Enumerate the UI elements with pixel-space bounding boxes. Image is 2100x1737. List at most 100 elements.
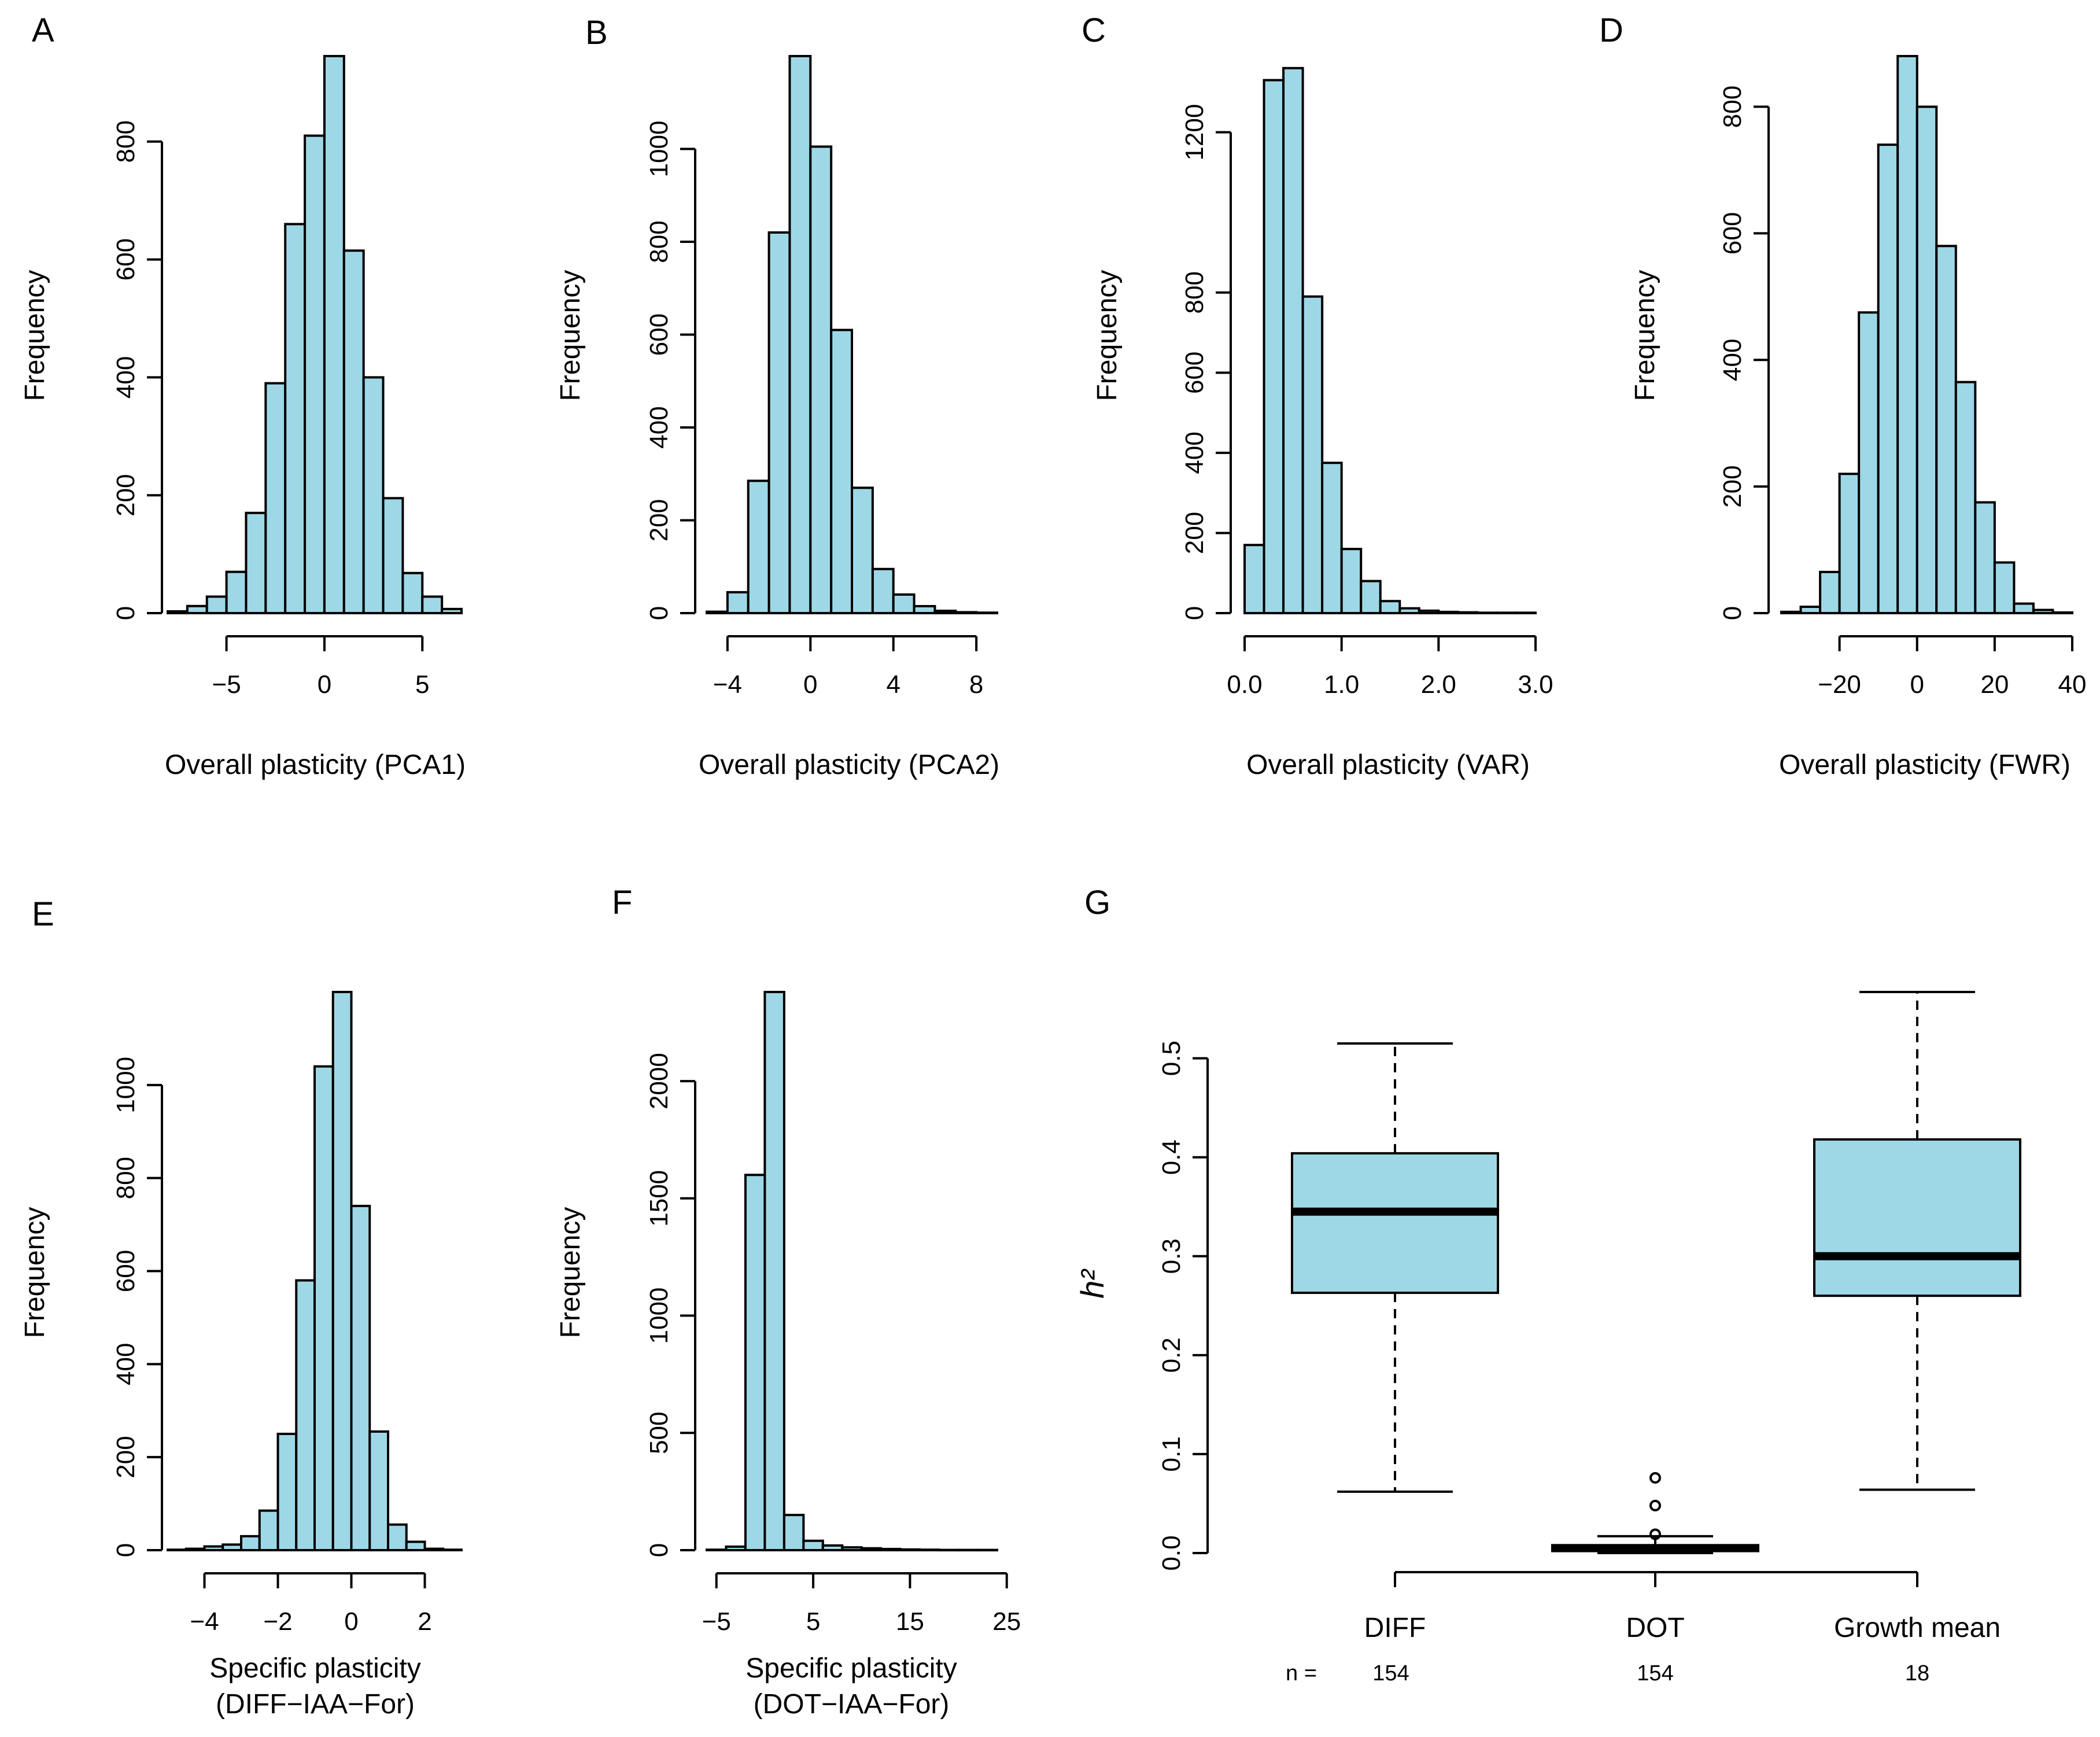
- panel-letter: E: [32, 895, 54, 933]
- y-tick-label: 0: [1180, 606, 1209, 620]
- y-tick-label: 0: [645, 1543, 673, 1557]
- histogram-bar: [225, 570, 248, 615]
- histogram-bar: [706, 610, 729, 615]
- panel-letter: C: [1082, 12, 1106, 49]
- y-tick-label: 200: [112, 1436, 140, 1478]
- histogram-bar: [401, 571, 424, 615]
- x-tick-label: −4: [713, 670, 742, 699]
- histogram-bar: [313, 1065, 334, 1551]
- y-tick-label: 600: [112, 1250, 140, 1292]
- histogram-bar: [240, 1535, 261, 1551]
- y-tick-label: 500: [645, 1412, 673, 1454]
- histogram-bar: [1916, 105, 1938, 614]
- x-tick-label: 0: [344, 1607, 358, 1636]
- histogram-bar: [258, 1509, 279, 1551]
- y-tick-label: 0.5: [1157, 1041, 1186, 1076]
- y-tick-label: 400: [1718, 339, 1747, 381]
- histogram-bar: [1780, 610, 1802, 615]
- histogram-bar: [830, 329, 853, 614]
- y-axis-title: Frequency: [20, 270, 50, 401]
- histogram-bar: [1360, 580, 1382, 615]
- y-tick-label: 0.4: [1157, 1139, 1186, 1175]
- x-tick-label: −5: [702, 1607, 731, 1636]
- x-tick-label: 8: [969, 670, 983, 699]
- histogram-bar: [913, 604, 936, 615]
- histogram-bar: [405, 1540, 426, 1551]
- y-tick-label: 800: [645, 220, 673, 263]
- x-tick-label: 2.0: [1421, 670, 1456, 699]
- y-tick-label: 1000: [645, 1288, 673, 1344]
- y-tick-label: 1000: [112, 1057, 140, 1113]
- histogram-bar: [957, 1548, 979, 1552]
- y-axis-title: h²: [1074, 1268, 1110, 1299]
- y-axis-title: Frequency: [20, 1207, 50, 1338]
- histogram-bar: [362, 376, 385, 615]
- histogram-bar: [788, 55, 812, 614]
- histogram-bar: [421, 595, 444, 615]
- y-tick-label: 0: [112, 606, 140, 620]
- histogram-bar: [933, 609, 957, 615]
- panel-letter: G: [1084, 884, 1110, 921]
- histogram-bar: [441, 607, 463, 615]
- histogram-bar: [423, 1547, 445, 1551]
- histogram-bar: [860, 1547, 883, 1552]
- outlier-point: [1649, 1472, 1661, 1484]
- histogram-bar: [871, 567, 895, 615]
- y-tick-label: 200: [645, 499, 673, 541]
- x-tick-label: 0.0: [1227, 670, 1262, 699]
- x-tick-label: 20: [1980, 670, 2009, 699]
- histogram-bar: [725, 1545, 747, 1551]
- histogram-bar: [350, 1204, 371, 1552]
- histogram-bar: [892, 593, 916, 615]
- x-tick-label: −2: [263, 1607, 292, 1636]
- y-tick-label: 1200: [1180, 104, 1209, 161]
- x-axis-title: Overall plasticity (VAR): [1246, 750, 1530, 780]
- histogram-bar: [1799, 606, 1822, 614]
- panel-letter: B: [585, 14, 608, 51]
- x-tick-label: 25: [992, 1607, 1021, 1636]
- histogram-bar: [1974, 501, 1996, 614]
- histogram-bar: [342, 249, 365, 614]
- histogram-bar: [382, 497, 404, 614]
- histogram-bar: [2013, 602, 2035, 614]
- category-label: Growth mean: [1834, 1613, 2001, 1643]
- histogram-bar: [186, 604, 208, 615]
- outlier-point: [1649, 1528, 1661, 1540]
- histogram-bar: [264, 382, 287, 614]
- histogram-bar: [203, 1545, 224, 1551]
- histogram-bar: [938, 1548, 960, 1552]
- y-tick-label: 1500: [645, 1170, 673, 1227]
- histogram-bar: [1243, 544, 1265, 614]
- histogram-bar: [1301, 295, 1324, 614]
- histogram-bar: [1282, 67, 1304, 614]
- histogram-bar: [1819, 570, 1841, 615]
- x-tick-label: 40: [2058, 670, 2087, 699]
- y-axis-title: Frequency: [1630, 270, 1660, 401]
- histogram-bar: [821, 1544, 844, 1552]
- histogram-bar: [841, 1546, 863, 1552]
- y-tick-label: 0: [112, 1543, 140, 1557]
- histogram-bar: [747, 480, 770, 614]
- histogram-bar: [802, 1539, 824, 1551]
- x-tick-label: 5: [415, 670, 429, 699]
- histogram-bar: [767, 231, 791, 614]
- histogram-bar: [1398, 607, 1420, 614]
- panel-letter: D: [1599, 12, 1623, 49]
- n-count: 18: [1905, 1661, 1929, 1686]
- histogram-bar: [1263, 79, 1285, 614]
- y-tick-label: 0.3: [1157, 1238, 1186, 1274]
- histogram-bar: [1935, 245, 1957, 614]
- histogram-bar: [205, 595, 228, 615]
- histogram-bar: [304, 134, 326, 615]
- histogram-bar: [1437, 610, 1459, 615]
- n-count: 154: [1637, 1661, 1673, 1686]
- y-tick-label: 600: [645, 314, 673, 356]
- histogram-bar: [387, 1523, 408, 1551]
- histogram-bar: [184, 1547, 206, 1551]
- category-label: DOT: [1626, 1613, 1684, 1643]
- panel-letter: F: [612, 884, 632, 921]
- histogram-bar: [1379, 600, 1401, 614]
- y-tick-label: 800: [112, 120, 140, 163]
- n-count: 154: [1372, 1661, 1409, 1686]
